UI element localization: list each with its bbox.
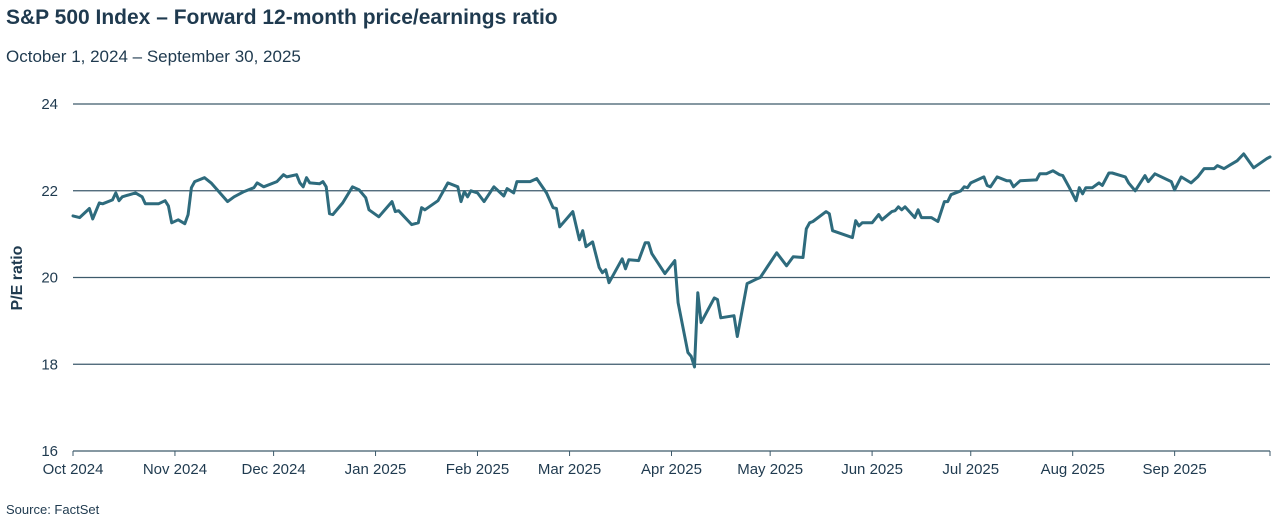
x-tick-label: Dec 2024: [241, 461, 305, 478]
x-axis-ticks: Oct 2024 Nov 2024 Dec 2024 Jan 2025 Feb 2025…: [43, 451, 1271, 478]
y-axis-label: P/E ratio: [9, 245, 26, 310]
y-axis-ticks: 16 18 20 22 24: [41, 96, 58, 460]
y-tick-label: 20: [41, 270, 58, 287]
gridlines: [73, 103, 1270, 452]
y-tick-label: 18: [41, 356, 58, 373]
x-tick-label: Jul 2025: [942, 461, 999, 478]
y-tick-label: 16: [41, 443, 58, 460]
x-tick-label: Nov 2024: [143, 461, 207, 478]
source-note: Source: FactSet: [6, 502, 100, 517]
y-tick-label: 24: [41, 96, 58, 113]
series-line: [71, 152, 1272, 369]
chart-subtitle: October 1, 2024 – September 30, 2025: [6, 47, 301, 66]
x-tick-label: May 2025: [737, 461, 803, 478]
y-tick-label: 22: [41, 183, 58, 200]
x-tick-label: Aug 2025: [1041, 461, 1105, 478]
x-tick-label: Jan 2025: [345, 461, 407, 478]
chart-title: S&P 500 Index – Forward 12-month price/e…: [6, 6, 558, 29]
x-tick-label: Sep 2025: [1143, 461, 1207, 478]
x-tick-label: Apr 2025: [641, 461, 702, 478]
x-tick-label: Mar 2025: [538, 461, 601, 478]
x-tick-label: Feb 2025: [446, 461, 509, 478]
x-tick-label: Jun 2025: [841, 461, 903, 478]
x-tick-label: Oct 2024: [43, 461, 104, 478]
